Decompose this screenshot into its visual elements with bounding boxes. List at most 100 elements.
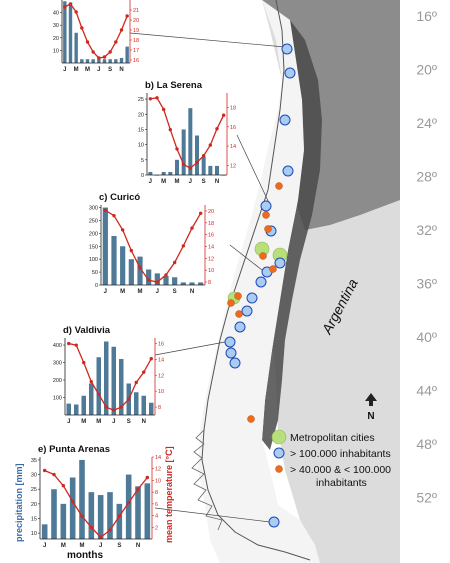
precipitation-bar (134, 392, 139, 415)
andes-ridge (262, 20, 322, 450)
left-tick-label: 40 (53, 11, 59, 17)
climate-panel: c) Curicó 0 50 100 150 200 250 300 8 10 12 14 16 18 20… (89, 192, 214, 295)
temperature-point (63, 5, 67, 9)
temperature-point (120, 228, 125, 232)
latitude-label: 20º (416, 62, 437, 78)
temperature-point (195, 160, 199, 165)
month-tick-label: M (96, 419, 101, 425)
right-tick-label: 12 (155, 467, 161, 473)
left-tick-label: 200 (89, 231, 98, 237)
map-area: Argentina N (129, 0, 400, 563)
temperature-point (129, 248, 134, 253)
precipitation-bar (116, 503, 123, 539)
right-tick-label: 10 (208, 268, 214, 274)
month-tick-label: N (215, 179, 219, 185)
left-tick-label: 35 (31, 458, 37, 464)
temperature-point (67, 341, 71, 346)
city-large (274, 257, 286, 269)
month-tick-label: N (142, 419, 146, 425)
temperature-point (155, 280, 160, 284)
legend-large-label: > 100.000 inhabitants (290, 448, 391, 460)
temperature-point (127, 397, 131, 401)
city-large (268, 516, 280, 528)
latitude-label: 28º (416, 169, 437, 185)
temperature-point (108, 528, 112, 532)
connector-lines (129, 32, 286, 523)
right-tick-label: 12 (230, 163, 236, 169)
temperature-point (112, 213, 116, 218)
connector-e (154, 507, 271, 523)
city-large (260, 200, 272, 212)
precipitation-bar (104, 341, 109, 415)
latitude-label: 24º (416, 115, 437, 131)
temperature-point (161, 107, 166, 112)
right-tick-label: 12 (208, 256, 214, 262)
temperature-point (148, 97, 153, 101)
temperature-point (74, 343, 78, 347)
temperature-point (89, 379, 93, 384)
left-tick-label: 10 (53, 48, 59, 54)
city-large (284, 67, 296, 79)
left-tick-label: 0 (95, 283, 98, 289)
left-tick-label: 25 (31, 487, 37, 493)
north-arrow-icon (365, 393, 377, 406)
temperature-point (188, 166, 193, 170)
precipitation-bar (135, 486, 141, 539)
right-tick-label: 8 (155, 490, 158, 496)
temperature-point (82, 360, 86, 365)
month-tick-label: J (97, 67, 100, 73)
month-tick-label: J (99, 543, 102, 549)
city-large (246, 292, 258, 304)
north-label: N (367, 411, 374, 422)
latitude-label: 52º (416, 490, 437, 506)
month-tick-label: N (190, 289, 194, 295)
connector-a (129, 32, 286, 48)
precipitation-bar (144, 483, 151, 539)
city-large (224, 336, 236, 348)
precipitation-bar (119, 359, 124, 415)
month-tick-label: N (119, 67, 123, 73)
temperature-point (149, 356, 153, 361)
legend-large-icon (273, 447, 285, 459)
climate-panel: b) La Serena 0 5 10 15 20 25 12 14 16 18 J M M J S N (138, 80, 236, 185)
panel-title: d) Valdivia (63, 325, 111, 336)
legend-medium-label-1: > 40.000 & < 100.000 (290, 464, 391, 476)
city-markers (224, 43, 296, 528)
city-medium (234, 292, 242, 300)
right-tick-label: 18 (230, 105, 236, 111)
precipitation-bar (74, 32, 78, 63)
precipitation-bar (161, 171, 166, 175)
temperature-point (112, 408, 116, 412)
precipitation-bar (141, 395, 146, 415)
panel-title: c) Curicó (99, 192, 140, 203)
precipitation-bar (80, 59, 84, 63)
left-tick-label: 250 (89, 218, 98, 224)
city-medium (269, 265, 277, 273)
legend-metro-icon (271, 429, 287, 445)
city-medium (262, 211, 270, 219)
temperature-line (44, 469, 148, 539)
city-large (225, 347, 237, 359)
temperature-point (181, 244, 186, 248)
city-large (229, 357, 241, 369)
temperature-point (181, 162, 186, 167)
left-tick-label: 0 (141, 173, 144, 179)
temperature-point (80, 514, 84, 518)
left-tick-label: 400 (53, 343, 62, 349)
right-tick-label: 8 (208, 280, 211, 286)
precipitation-bar (149, 402, 154, 415)
right-tick-label: 20 (133, 18, 139, 24)
temperature-point (114, 40, 118, 44)
city-medium (259, 252, 267, 260)
latitude-label: 16º (416, 8, 437, 24)
north-arrow: N (365, 393, 377, 422)
city-medium (275, 182, 283, 190)
left-tick-label: 10 (31, 531, 37, 537)
temperature-point (215, 126, 219, 131)
precipitation-bar (102, 207, 108, 285)
temperature-line (104, 209, 202, 283)
precipitation-bar (168, 171, 173, 175)
temperature-point (136, 487, 140, 491)
right-tick-label: 14 (208, 244, 214, 250)
temperature-point (119, 405, 123, 409)
